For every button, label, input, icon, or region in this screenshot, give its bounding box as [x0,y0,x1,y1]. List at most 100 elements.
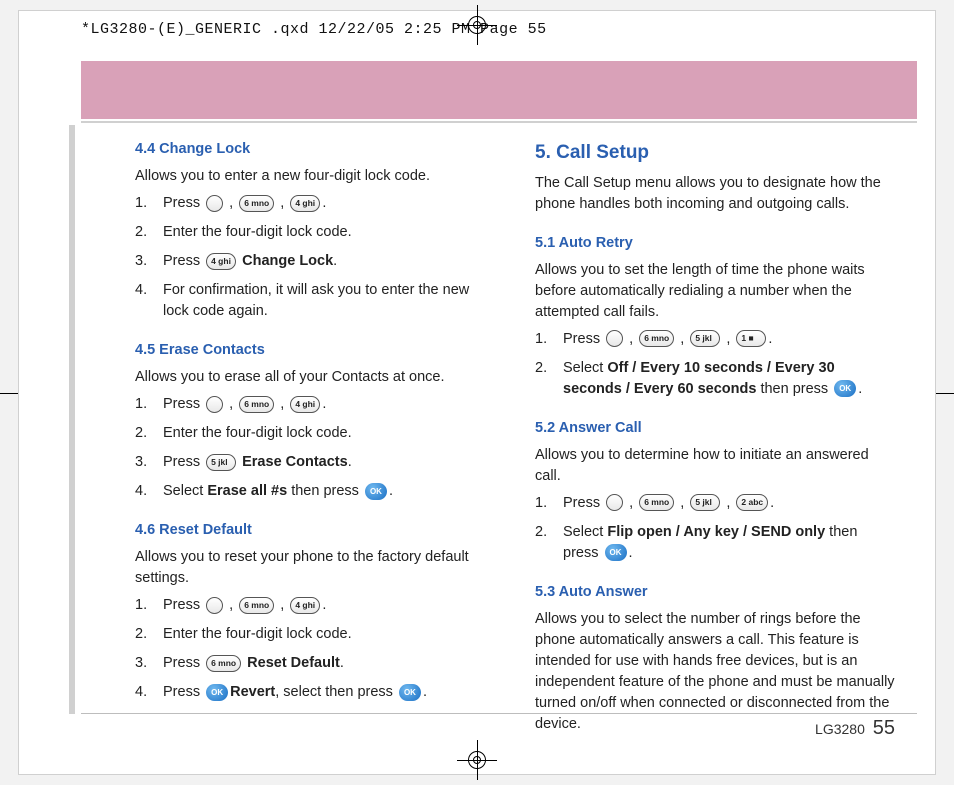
step-num: 2. [135,222,163,243]
footer: LG3280 55 [815,717,895,740]
nav-key-icon [606,494,623,511]
step-text: Select Flip open / Any key / SEND only t… [563,522,895,564]
columns: 4.4 Change Lock Allows you to enter a new… [135,139,895,704]
key-k4-icon: 4 ghi [290,597,320,614]
nav-key-icon [606,330,623,347]
step: 2.Select Off / Every 10 seconds / Every … [535,358,895,400]
step-num: 3. [135,251,163,272]
step-num: 1. [135,193,163,214]
step: 1.Press , 6 mno , 4 ghi. [135,193,495,214]
step-num: 2. [135,624,163,645]
step-num: 2. [535,358,563,400]
nav-key-icon [206,195,223,212]
ok-icon: OK [605,544,627,561]
step: 1.Press , 6 mno , 5 jkl , 1 ■. [535,329,895,350]
step-text: Select Erase all #s then press OK. [163,481,495,502]
step: 3.Press 5 jkl Erase Contacts. [135,452,495,473]
step-num: 4. [135,481,163,502]
page: *LG3280-(E)_GENERIC .qxd 12/22/05 2:25 P… [18,10,936,775]
step: 1.Press , 6 mno , 4 ghi. [135,394,495,415]
step-num: 1. [535,493,563,514]
step: 2.Enter the four-digit lock code. [135,423,495,444]
section-intro: Allows you to determine how to initiate … [535,445,895,487]
step-text: Press , 6 mno , 5 jkl , 1 ■. [563,329,895,350]
section-intro: Allows you to enter a new four-digit loc… [135,166,495,187]
nav-key-icon [206,597,223,614]
key-k6-icon: 6 mno [639,330,674,347]
key-k2-icon: 2 abc [736,494,768,511]
subheading: 4.4 Change Lock [135,139,495,160]
left-rule [69,125,75,714]
step: 2.Enter the four-digit lock code. [135,624,495,645]
step-num: 2. [535,522,563,564]
step: 4.Select Erase all #s then press OK. [135,481,495,502]
step: 3.Press 4 ghi Change Lock. [135,251,495,272]
key-k6-icon: 6 mno [206,655,241,672]
subheading: 5.1 Auto Retry [535,233,895,254]
foot-rule [81,713,917,714]
key-k6-icon: 6 mno [239,195,274,212]
step-num: 2. [135,423,163,444]
key-k4-icon: 4 ghi [206,253,236,270]
step-num: 1. [135,595,163,616]
step-num: 4. [135,280,163,322]
step-text: Press , 6 mno , 4 ghi. [163,394,495,415]
footer-page: 55 [873,717,895,739]
step-text: Select Off / Every 10 seconds / Every 30… [563,358,895,400]
ok-icon: OK [206,684,228,701]
right-column: 5. Call Setup The Call Setup menu allows … [535,139,895,704]
reg-mark-bottom [457,740,497,780]
step: 2.Enter the four-digit lock code. [135,222,495,243]
main-heading: 5. Call Setup [535,139,895,167]
key-k6-icon: 6 mno [239,597,274,614]
step: 1.Press , 6 mno , 4 ghi. [135,595,495,616]
step-num: 4. [135,682,163,703]
step-text: Press 4 ghi Change Lock. [163,251,495,272]
step-text: Press 6 mno Reset Default. [163,653,495,674]
subheading: 4.6 Reset Default [135,520,495,541]
step: 3.Press 6 mno Reset Default. [135,653,495,674]
step-num: 1. [535,329,563,350]
step-text: Press 5 jkl Erase Contacts. [163,452,495,473]
step: 2.Select Flip open / Any key / SEND only… [535,522,895,564]
left-column: 4.4 Change Lock Allows you to enter a new… [135,139,495,704]
ok-icon: OK [365,483,387,500]
step-num: 3. [135,452,163,473]
section-intro: Allows you to set the length of time the… [535,260,895,323]
section-intro: Allows you to reset your phone to the fa… [135,547,495,589]
step: 1.Press , 6 mno , 5 jkl , 2 abc. [535,493,895,514]
key-k5-icon: 5 jkl [690,330,720,347]
step-text: Enter the four-digit lock code. [163,624,495,645]
main-intro: The Call Setup menu allows you to design… [535,173,895,215]
subheading: 4.5 Erase Contacts [135,340,495,361]
step-text: Press , 6 mno , 4 ghi. [163,193,495,214]
key-k1-icon: 1 ■ [736,330,766,347]
section-intro: Allows you to select the number of rings… [535,609,895,735]
step-num: 3. [135,653,163,674]
pink-band [81,61,917,119]
step: 4.For confirmation, it will ask you to e… [135,280,495,322]
key-k4-icon: 4 ghi [290,195,320,212]
key-k6-icon: 6 mno [239,396,274,413]
key-k5-icon: 5 jkl [206,454,236,471]
nav-key-icon [206,396,223,413]
step-text: Press , 6 mno , 4 ghi. [163,595,495,616]
key-k5-icon: 5 jkl [690,494,720,511]
key-k4-icon: 4 ghi [290,396,320,413]
footer-model: LG3280 [815,721,865,737]
step-text: Enter the four-digit lock code. [163,222,495,243]
section-intro: Allows you to erase all of your Contacts… [135,367,495,388]
top-rule [81,121,917,123]
step-text: Enter the four-digit lock code. [163,423,495,444]
step-text: For confirmation, it will ask you to ent… [163,280,495,322]
step: 4.Press OKRevert, select then press OK. [135,682,495,703]
step-text: Press , 6 mno , 5 jkl , 2 abc. [563,493,895,514]
ok-icon: OK [399,684,421,701]
reg-mark-top [457,5,497,45]
subheading: 5.2 Answer Call [535,418,895,439]
subheading: 5.3 Auto Answer [535,582,895,603]
key-k6-icon: 6 mno [639,494,674,511]
step-text: Press OKRevert, select then press OK. [163,682,495,703]
step-num: 1. [135,394,163,415]
ok-icon: OK [834,380,856,397]
